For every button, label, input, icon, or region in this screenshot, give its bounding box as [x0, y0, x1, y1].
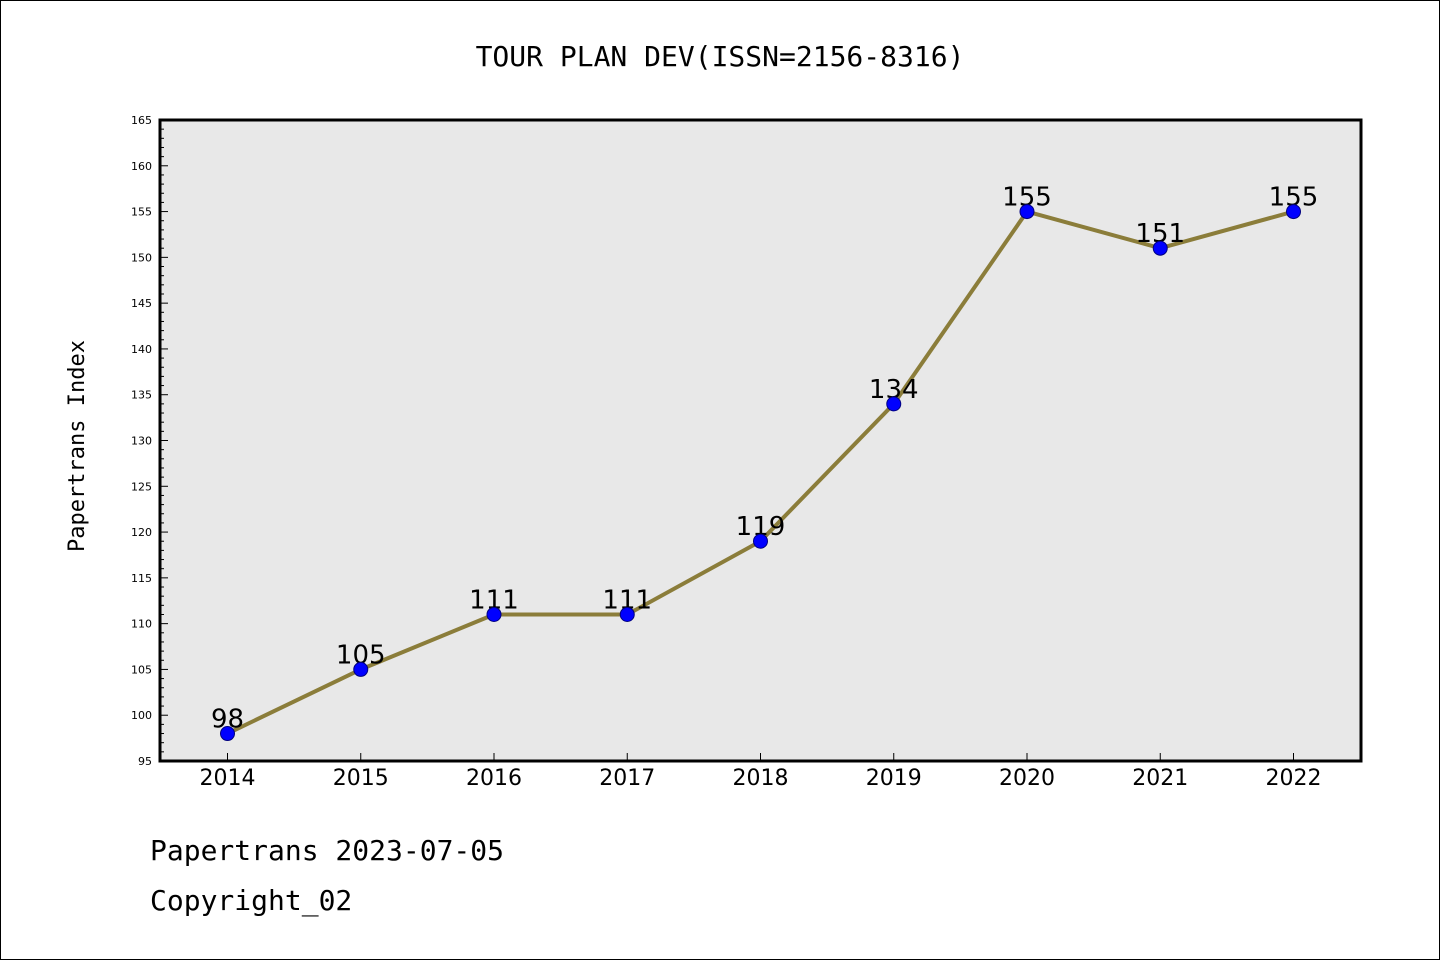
y-tick-label: 95: [138, 755, 152, 768]
footer-date: Papertrans 2023-07-05: [150, 834, 505, 867]
y-tick-label: 120: [131, 526, 152, 539]
y-tick-label: 140: [131, 343, 152, 356]
data-point-marker: [353, 661, 369, 677]
x-axis-ticks: 2014 2015 2016 2017 2018 2019 2020 2021 2022: [200, 753, 1322, 791]
y-tick-label: 145: [131, 297, 152, 310]
data-point-marker: [753, 533, 768, 549]
x-tick-label: 2022: [1266, 766, 1322, 791]
plot-border: [158, 118, 1363, 763]
x-tick-label: 2016: [466, 766, 522, 791]
data-point-marker: [619, 606, 635, 622]
y-tick-label: 125: [131, 480, 152, 493]
x-tick-label: 2020: [999, 766, 1055, 791]
data-point-marker: [1019, 204, 1035, 220]
x-tick-label: 2018: [733, 766, 789, 791]
y-tick-label: 160: [131, 160, 152, 173]
y-tick-label: 165: [131, 114, 152, 127]
y-tick-label: 110: [131, 618, 152, 631]
y-tick-label: 100: [131, 709, 152, 722]
data-point-marker: [1152, 240, 1168, 256]
y-tick-label: 155: [131, 206, 152, 219]
data-point-marker: [220, 726, 235, 742]
data-point-marker: [886, 396, 902, 412]
data-markers: [220, 204, 1301, 742]
x-tick-label: 2015: [333, 766, 389, 791]
x-tick-label: 2019: [866, 766, 922, 791]
y-axis-label: Papertrans Index: [65, 340, 90, 552]
data-point-marker: [1286, 204, 1301, 220]
y-tick-label: 115: [131, 572, 152, 585]
footer-copyright: Copyright_02: [150, 884, 353, 917]
chart-title: TOUR PLAN DEV(ISSN=2156-8316): [476, 40, 965, 73]
y-tick-label: 135: [131, 389, 152, 402]
y-tick-label: 130: [131, 435, 152, 448]
data-point-marker: [486, 606, 502, 622]
x-tick-label: 2014: [200, 766, 256, 791]
plot-area: [160, 120, 1361, 761]
x-tick-label: 2017: [599, 766, 655, 791]
y-tick-label: 105: [131, 663, 152, 676]
y-tick-label: 150: [131, 251, 152, 264]
x-tick-label: 2021: [1132, 766, 1188, 791]
